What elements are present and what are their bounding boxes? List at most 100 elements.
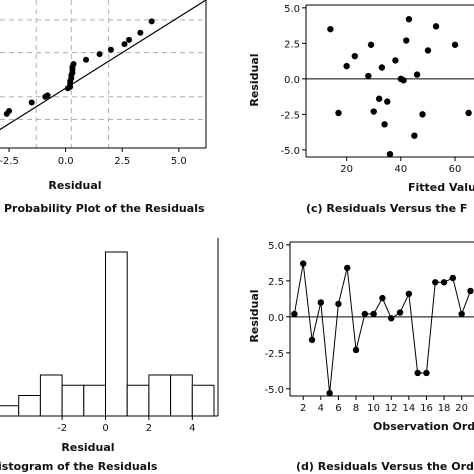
data-point: [367, 41, 375, 48]
data-point: [396, 309, 404, 316]
data-point: [424, 47, 432, 54]
data-point: [403, 37, 410, 44]
y-tick-label: -5.0: [280, 146, 300, 157]
x-tick-label: -2.5: [0, 156, 19, 167]
data-point: [335, 109, 342, 117]
x-axis-label: Residual: [61, 441, 114, 454]
data-point: [392, 57, 399, 64]
x-tick-label: 2: [300, 403, 306, 414]
histogram-bar: [0, 405, 20, 417]
y-tick-label: 0.0: [268, 313, 284, 324]
y-axis-label: Residual: [248, 53, 261, 106]
x-tick-label: 0.0: [58, 156, 74, 167]
x-tick-label: 10: [367, 403, 380, 414]
x-tick-label: 2: [146, 423, 152, 434]
caption: (c) Residuals Versus the F: [306, 202, 467, 215]
data-point: [326, 389, 333, 397]
data-point: [126, 36, 133, 43]
data-point: [413, 71, 421, 78]
data-point: [351, 52, 358, 60]
data-point: [352, 346, 360, 354]
y-tick-label: 2.5: [284, 39, 300, 50]
data-point: [70, 61, 77, 68]
data-point: [411, 132, 418, 139]
data-point: [405, 290, 413, 298]
histogram-bar: [170, 374, 193, 417]
panel-d-residuals-vs-order: 5.0 2.5 0.0 -2.5 -5.0 2 4 6 8 10 12 14 16 18 20 Residua…: [248, 241, 474, 473]
data-point: [343, 62, 350, 70]
data-point: [465, 109, 472, 117]
panel-c-residuals-vs-fitted: 5.0 2.5 0.0 -2.5 -5.0 20 40 60 Residual Fitted Va…: [248, 4, 474, 215]
histogram-bar: [83, 384, 107, 417]
panel-a-probability-plot: -2.5 0.0 2.5 5.0 Residual Probability Plot of…: [0, 0, 207, 215]
data-point: [28, 99, 35, 106]
data-point: [405, 16, 413, 23]
data-point: [44, 92, 51, 99]
data-point: [378, 64, 386, 71]
histogram-bar: [39, 374, 63, 417]
x-axis-label: Fitted Valu: [408, 181, 474, 194]
histogram-bar: [61, 384, 85, 417]
data-point: [379, 294, 386, 302]
y-tick-label: -2.5: [264, 349, 284, 360]
caption: Probability Plot of the Residuals: [4, 202, 205, 215]
x-tick-label: 16: [420, 403, 433, 414]
data-point: [361, 310, 369, 318]
x-tick-label: 6: [335, 403, 341, 414]
x-axis-label: Residual: [48, 179, 101, 192]
caption: istogram of the Residuals: [0, 460, 158, 473]
x-tick-label: 12: [385, 403, 398, 414]
data-point: [388, 315, 395, 322]
data-point: [121, 41, 128, 48]
x-tick-label: 5.0: [171, 156, 187, 167]
data-point: [414, 369, 421, 377]
data-point: [370, 108, 377, 115]
data-point: [419, 111, 426, 118]
y-tick-label: 5.0: [284, 4, 300, 15]
data-point: [375, 95, 383, 102]
data-point: [317, 299, 325, 306]
data-point: [344, 264, 351, 272]
data-point: [400, 77, 407, 84]
data-point: [423, 369, 430, 377]
data-point: [308, 336, 316, 344]
fit-line: [0, 0, 207, 131]
data-point: [365, 72, 372, 80]
x-tick-label: 8: [353, 403, 359, 414]
data-point: [458, 310, 465, 318]
y-tick-label: 2.5: [268, 277, 284, 288]
data-point: [96, 51, 103, 58]
y-axis-label: Residual: [248, 289, 261, 342]
caption: (d) Residuals Versus the Ord: [296, 460, 474, 473]
data-point: [384, 98, 391, 105]
data-point: [440, 279, 448, 286]
x-tick-label: -2: [57, 423, 67, 434]
data-point: [449, 274, 457, 282]
histogram-bar: [148, 374, 172, 417]
data-point: [370, 310, 377, 318]
data-point: [381, 121, 388, 128]
x-axis-label: Observation Ord: [373, 420, 474, 433]
x-tick-label: 2.5: [114, 156, 130, 167]
y-tick-label: -5.0: [264, 385, 284, 396]
x-tick-label: 4: [318, 403, 324, 414]
data-point: [148, 18, 155, 25]
data-point: [386, 150, 394, 158]
data-point: [432, 23, 440, 30]
x-tick-label: 40: [394, 164, 407, 175]
data-point: [335, 300, 342, 308]
y-tick-label: 5.0: [268, 241, 284, 252]
data-point: [291, 310, 298, 318]
data-point: [83, 56, 90, 63]
x-tick-label: 14: [402, 403, 415, 414]
x-tick-label: 18: [438, 403, 451, 414]
data-point: [432, 279, 439, 286]
histogram-bar: [126, 384, 150, 417]
histogram-bar: [105, 251, 128, 417]
x-tick-label: 60: [449, 164, 462, 175]
data-point: [137, 29, 144, 36]
x-tick-label: 20: [455, 403, 468, 414]
data-point: [467, 287, 474, 295]
data-point: [451, 41, 459, 48]
